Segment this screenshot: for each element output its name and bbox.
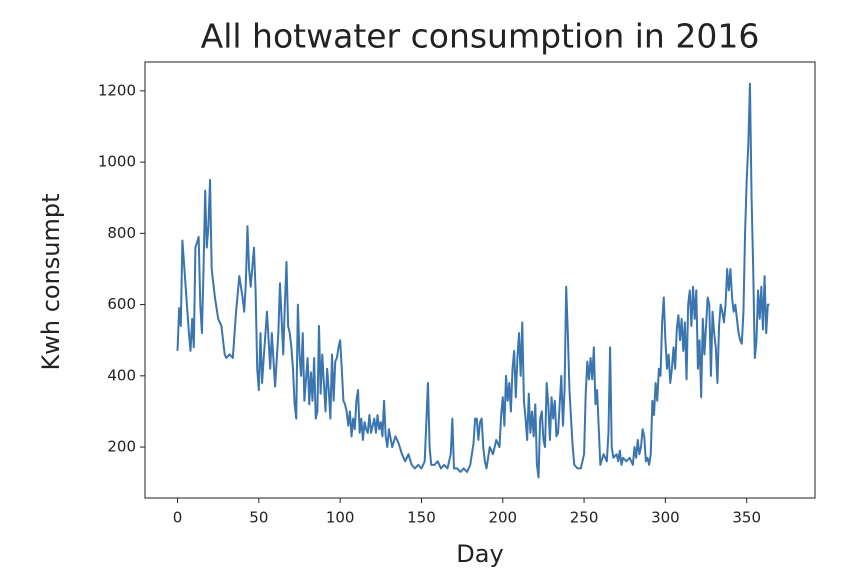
- data-line: [176, 82, 770, 479]
- chart-title: All hotwater consumption in 2016: [201, 17, 760, 56]
- y-tick-label: 400: [107, 366, 136, 384]
- y-axis-label: Kwh consumpt: [37, 193, 65, 370]
- x-tick-label: 50: [249, 509, 268, 527]
- y-tick-label: 600: [107, 295, 136, 313]
- x-tick-label: 150: [407, 509, 436, 527]
- x-tick-label: 250: [570, 509, 599, 527]
- plot-frame: [144, 61, 816, 499]
- y-tick-label: 800: [107, 224, 136, 242]
- x-tick-label: 100: [326, 509, 355, 527]
- y-tick-label: 200: [107, 438, 136, 456]
- y-tick-label: 1000: [98, 153, 136, 171]
- x-tick-label: 300: [651, 509, 680, 527]
- x-tick-label: 200: [488, 509, 517, 527]
- x-tick-label: 0: [173, 509, 183, 527]
- y-tick-label: 1200: [98, 81, 136, 99]
- x-tick-label: 350: [732, 509, 761, 527]
- x-axis-label: Day: [456, 540, 503, 568]
